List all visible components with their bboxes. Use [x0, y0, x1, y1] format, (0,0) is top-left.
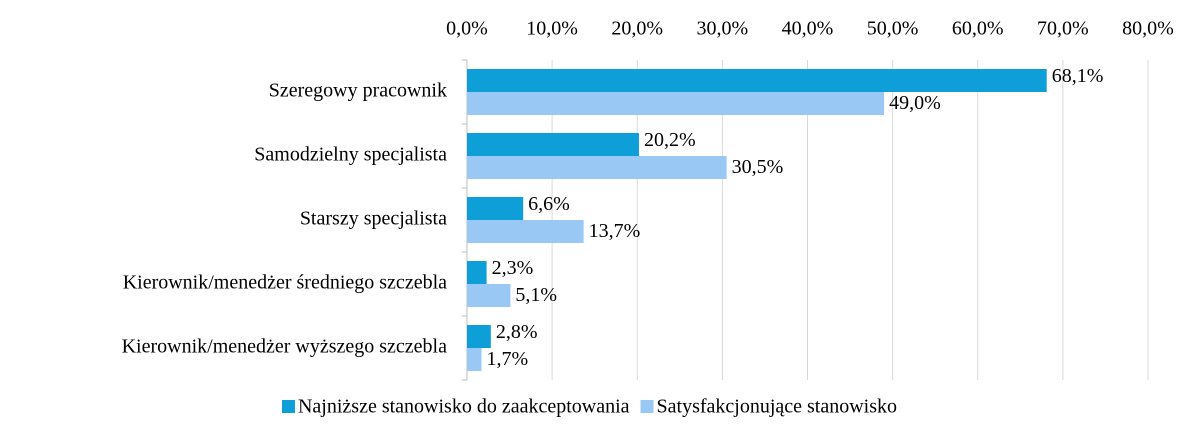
- value-label: 2,3%: [492, 257, 534, 279]
- x-tick-label: 70,0%: [1037, 18, 1089, 40]
- x-tick-label: 30,0%: [697, 18, 749, 40]
- y-tick-label: Kierownik/menedżer średniego szczebla: [123, 272, 447, 294]
- value-label: 5,1%: [515, 284, 557, 306]
- y-tick-label: Kierownik/menedżer wyższego szczebla: [122, 336, 448, 358]
- value-label: 49,0%: [889, 92, 941, 114]
- legend-label: Satysfakcjonujące stanowisko: [657, 396, 898, 418]
- bar: [467, 197, 524, 220]
- value-label: 20,2%: [644, 129, 696, 151]
- legend-label: Najniższe stanowisko do zaakceptowania: [298, 396, 630, 418]
- value-label: 13,7%: [589, 220, 641, 242]
- value-label: 2,8%: [496, 321, 538, 343]
- bar: [467, 69, 1047, 92]
- x-tick-label: 80,0%: [1122, 18, 1174, 40]
- y-tick-label: Samodzielny specjalista: [254, 144, 447, 166]
- x-tick-label: 0,0%: [446, 18, 488, 40]
- value-label: 6,6%: [528, 193, 570, 215]
- x-tick-label: 50,0%: [867, 18, 919, 40]
- bar: [467, 325, 491, 348]
- bar: [467, 348, 482, 371]
- bar: [467, 156, 727, 179]
- bar: [467, 261, 487, 284]
- bar: [467, 133, 639, 156]
- bar: [467, 92, 885, 115]
- x-tick-label: 20,0%: [611, 18, 663, 40]
- y-tick-label: Szeregowy pracownik: [269, 80, 447, 102]
- bar: [467, 284, 511, 307]
- legend-swatch: [640, 400, 654, 413]
- x-tick-label: 10,0%: [526, 18, 578, 40]
- value-label: 68,1%: [1052, 65, 1104, 87]
- bar: [467, 220, 584, 243]
- legend-swatch: [281, 400, 295, 413]
- x-tick-label: 60,0%: [952, 18, 1004, 40]
- x-tick-label: 40,0%: [782, 18, 834, 40]
- value-label: 30,5%: [732, 156, 784, 178]
- value-label: 1,7%: [486, 348, 528, 370]
- y-tick-label: Starszy specjalista: [300, 208, 447, 230]
